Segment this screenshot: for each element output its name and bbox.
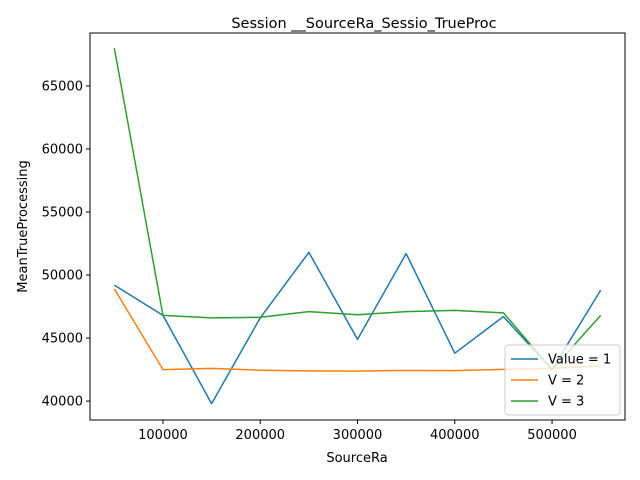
x-axis: 100000 200000 300000 400000 500000 — [138, 420, 577, 443]
x-tick-label: 500000 — [527, 428, 577, 443]
y-tick-label: 65000 — [42, 79, 83, 94]
y-axis: 40000 45000 50000 55000 60000 65000 — [42, 79, 90, 410]
series-line-3 — [113, 47, 602, 371]
y-tick-label: 50000 — [42, 269, 83, 284]
y-axis-label: MeanTrueProcessing — [16, 160, 31, 292]
y-tick-label: 45000 — [42, 332, 83, 347]
legend-label: V = 2 — [548, 374, 584, 389]
legend-label: Value = 1 — [548, 353, 611, 368]
x-tick-label: 100000 — [138, 428, 188, 443]
legend-box — [504, 344, 621, 416]
series-line-1 — [113, 251, 602, 405]
x-tick-label: 400000 — [430, 428, 480, 443]
legend-label: V = 3 — [548, 395, 584, 410]
y-tick-label: 60000 — [42, 142, 83, 157]
legend: Value = 1 V = 2 V = 3 — [504, 344, 621, 416]
x-tick-label: 300000 — [333, 428, 383, 443]
y-tick-label: 40000 — [42, 395, 83, 410]
x-axis-label: SourceRa — [326, 451, 387, 466]
chart-title: Session __SourceRa_Sessio_TrueProc — [231, 16, 496, 32]
y-tick-label: 55000 — [42, 206, 83, 221]
x-tick-label: 200000 — [235, 428, 285, 443]
